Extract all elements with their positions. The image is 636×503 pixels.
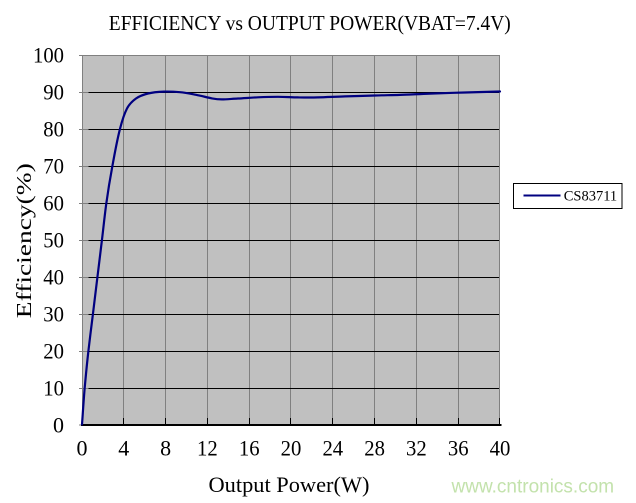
svg-text:10: 10 (43, 375, 64, 400)
svg-text:16: 16 (239, 436, 260, 461)
svg-text:28: 28 (364, 436, 385, 461)
svg-text:32: 32 (406, 436, 427, 461)
svg-text:0: 0 (53, 412, 64, 437)
svg-text:80: 80 (43, 116, 64, 141)
svg-text:0: 0 (77, 436, 88, 461)
svg-text:30: 30 (43, 301, 64, 326)
svg-text:www.cntronics.com: www.cntronics.com (451, 476, 615, 497)
svg-text:20: 20 (43, 338, 64, 363)
svg-text:Efficiency(%): Efficiency(%) (12, 163, 36, 318)
svg-text:100: 100 (33, 43, 64, 68)
svg-text:50: 50 (43, 227, 64, 252)
svg-text:4: 4 (118, 436, 129, 461)
svg-text:Output Power(W): Output Power(W) (209, 472, 370, 497)
svg-text:40: 40 (490, 436, 511, 461)
svg-text:70: 70 (43, 153, 64, 178)
svg-text:CS83711: CS83711 (564, 188, 618, 205)
svg-text:60: 60 (43, 190, 64, 215)
svg-text:40: 40 (43, 264, 64, 289)
svg-text:EFFICIENCY vs OUTPUT POWER(VBA: EFFICIENCY vs OUTPUT POWER(VBAT=7.4V) (109, 11, 511, 35)
svg-text:20: 20 (281, 436, 302, 461)
svg-text:12: 12 (197, 436, 218, 461)
svg-text:8: 8 (160, 436, 171, 461)
svg-text:90: 90 (43, 79, 64, 104)
svg-text:24: 24 (322, 436, 343, 461)
svg-text:36: 36 (448, 436, 469, 461)
